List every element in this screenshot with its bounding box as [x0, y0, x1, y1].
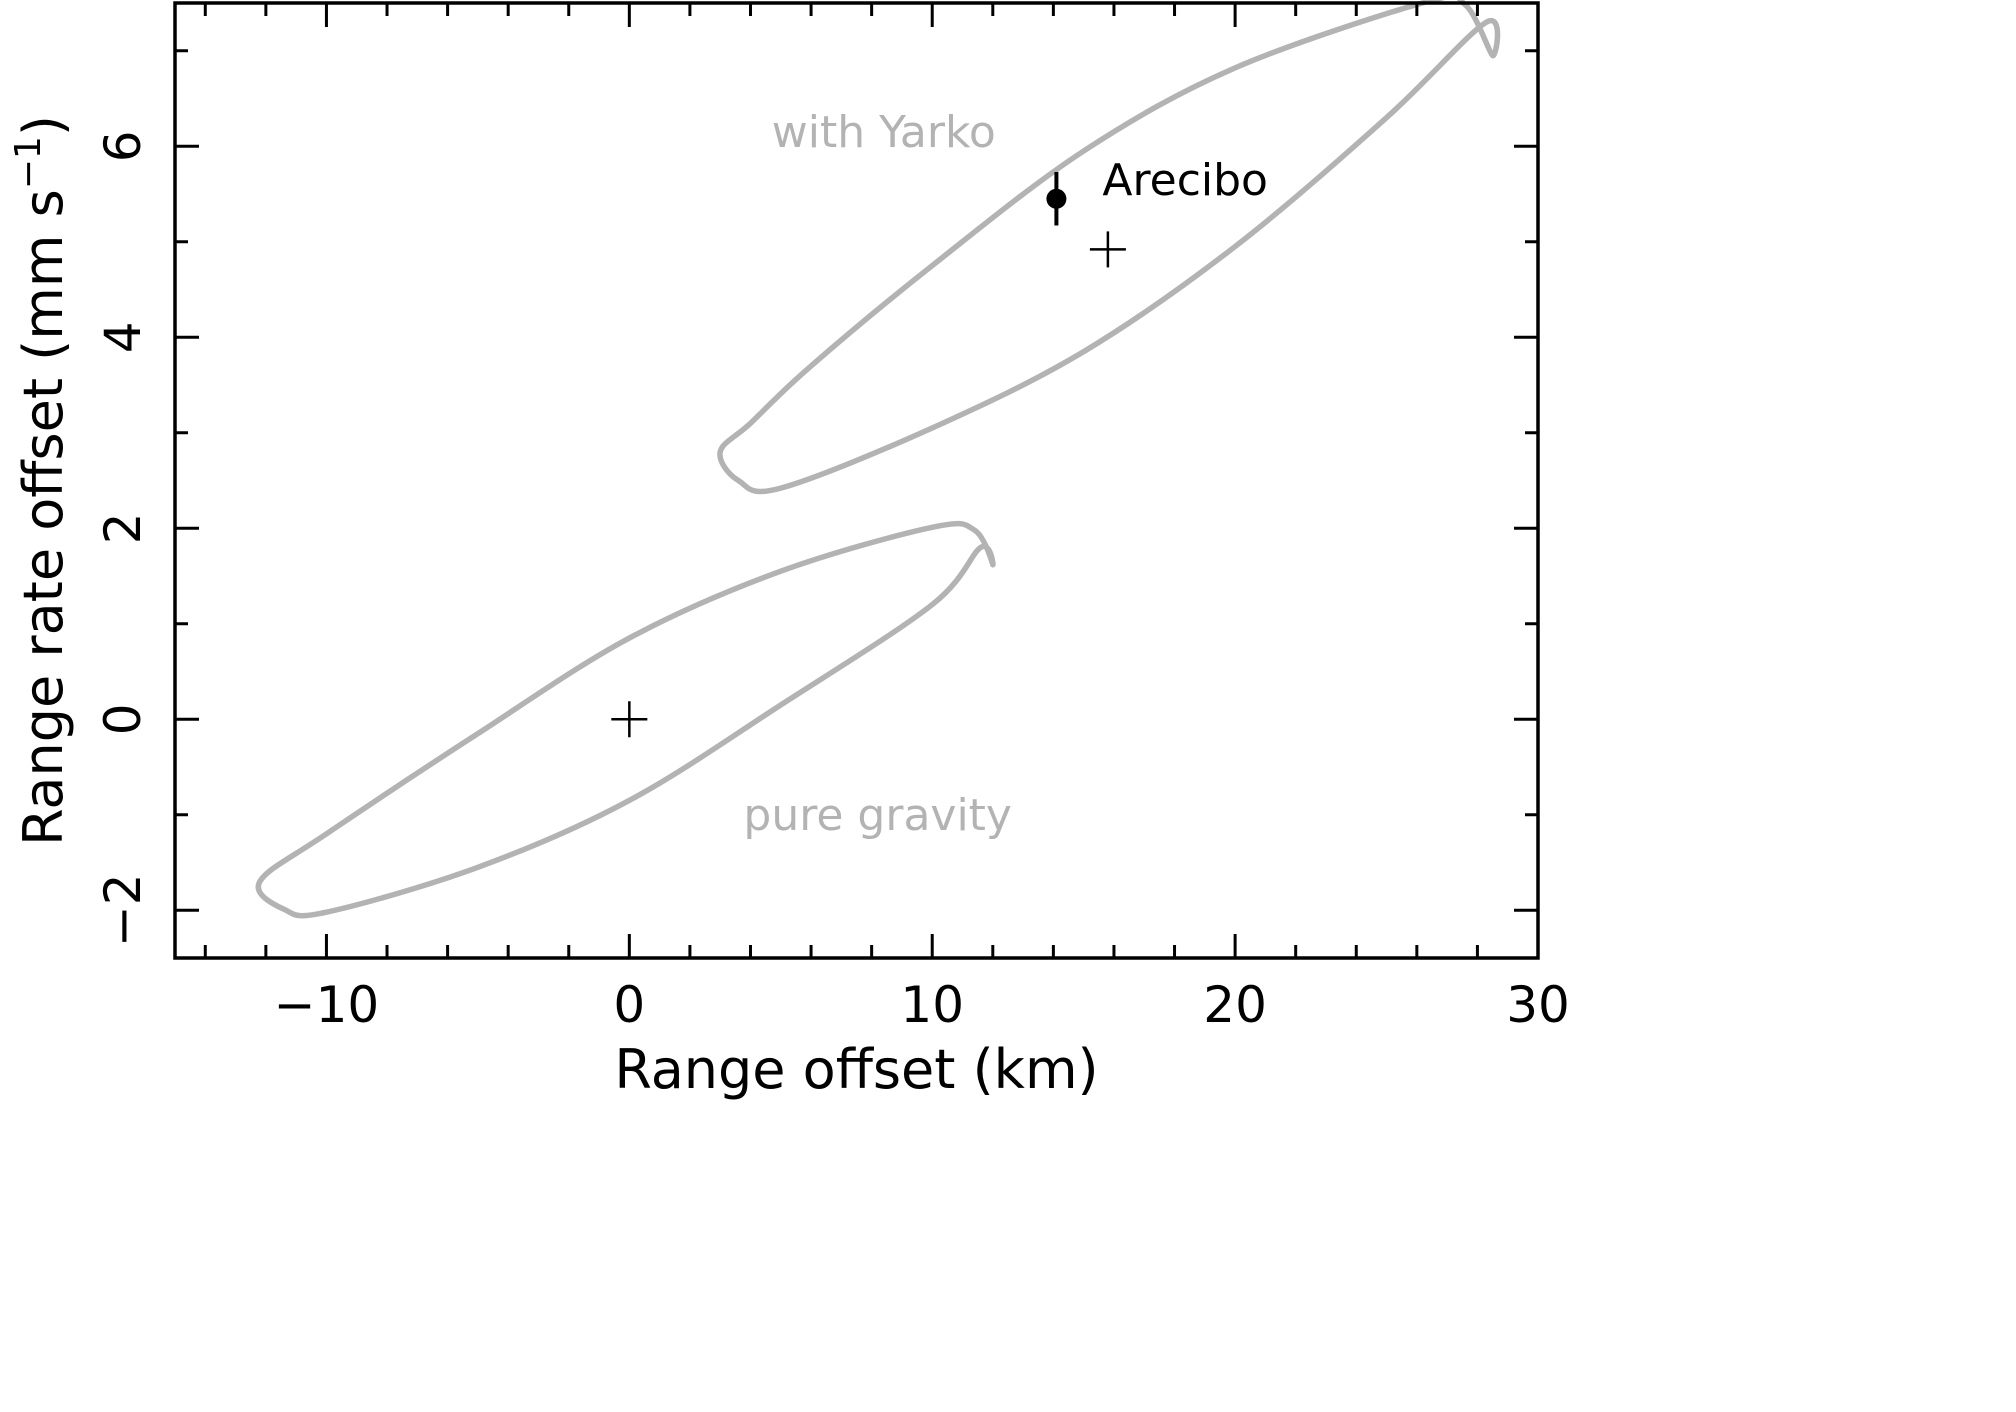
ellipse-0 [255, 520, 996, 919]
annotation-pure-gravity: pure gravity [743, 790, 1012, 841]
axis-ticks [175, 3, 1540, 958]
y-tick-label: 2 [94, 512, 152, 544]
y-tick-label: −2 [94, 873, 152, 947]
nominal-markers [611, 231, 1126, 738]
y-axis-title-close: ) [12, 115, 75, 136]
uncertainty-ellipses [255, 0, 1501, 919]
arecibo-label: Arecibo [1102, 155, 1268, 206]
ellipse-1 [717, 0, 1501, 495]
plot-frame [173, 1, 1540, 960]
x-axis-title: Range offset (km) [614, 1038, 1098, 1101]
x-tick-label: 10 [900, 976, 964, 1034]
x-tick-labels: −10 0 10 20 30 [274, 976, 1570, 1034]
y-tick-labels: −2 0 2 4 6 [94, 130, 152, 947]
y-axis-title-sup: −1 [8, 136, 49, 189]
annotations: with Yarko pure gravity [743, 107, 1012, 841]
y-tick-label: 0 [94, 703, 152, 735]
y-tick-label: 4 [94, 321, 152, 353]
plus-marker-1 [1089, 231, 1126, 268]
x-tick-label: 0 [613, 976, 645, 1034]
y-axis-title: Range rate offset (mm s−1) [8, 115, 75, 846]
arecibo-point [1046, 188, 1067, 209]
y-tick-label: 6 [94, 130, 152, 162]
x-tick-label: 20 [1203, 976, 1267, 1034]
arecibo-measurement: Arecibo [1046, 155, 1268, 226]
y-axis-title-main: Range rate offset (mm s [12, 189, 75, 846]
x-tick-label: 30 [1506, 976, 1570, 1034]
x-tick-label: −10 [274, 976, 380, 1034]
plus-marker-0 [611, 701, 648, 738]
annotation-with-yarko: with Yarko [772, 107, 996, 158]
